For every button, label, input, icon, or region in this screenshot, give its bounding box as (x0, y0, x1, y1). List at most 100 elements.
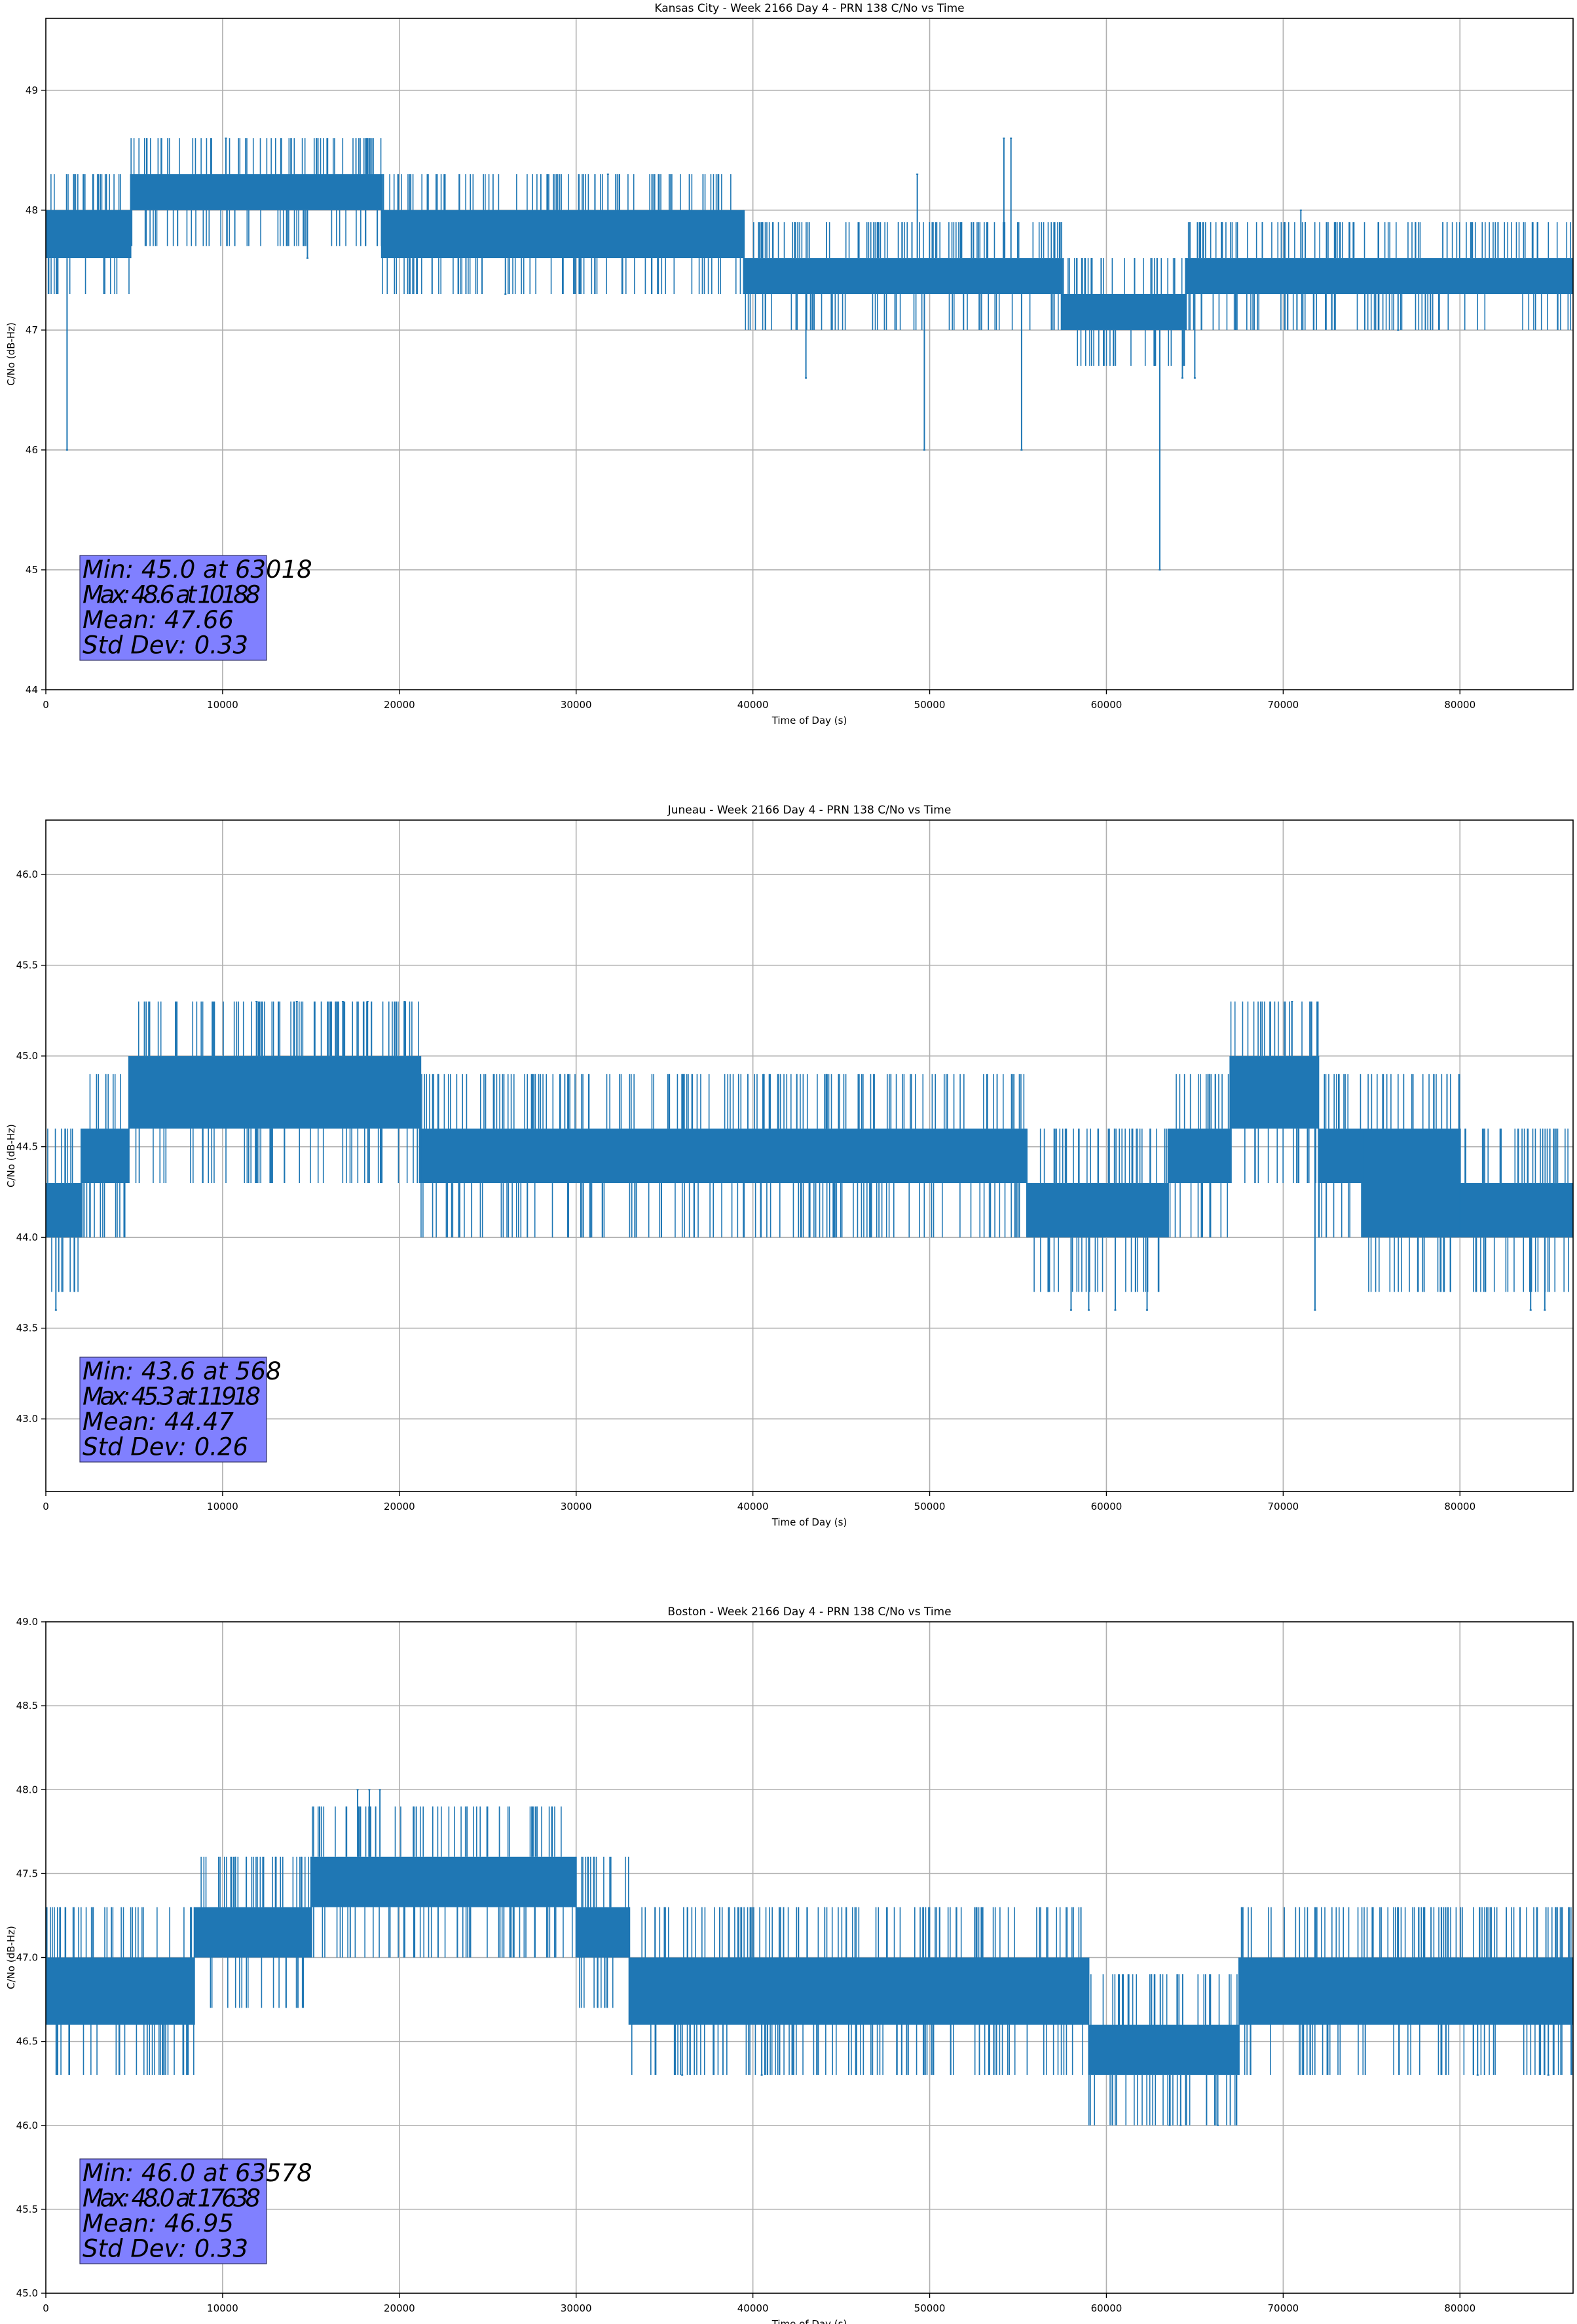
y-tick-label: 48.5 (16, 1700, 38, 1712)
data-band (1062, 293, 1186, 330)
chart-panel-1: 0 10000 20000 30000 40000 50000 60000 70000 8000… (5, 2, 1574, 726)
data-series (46, 1001, 1573, 1311)
chart-title: Kansas City - Week 2166 Day 4 - PRN 138 … (654, 2, 964, 15)
x-tick-label: 20000 (384, 1501, 415, 1512)
x-tick-label: 50000 (914, 2302, 946, 2314)
data-band (1185, 258, 1573, 294)
x-tick-label: 20000 (384, 2302, 415, 2314)
x-tick-label: 60000 (1091, 2302, 1122, 2314)
stats-box-background (79, 1357, 267, 1463)
data-band (1362, 1128, 1460, 1238)
x-axis-label: Time of Day (s) (771, 1516, 847, 1528)
y-tick-label: 43.0 (16, 1413, 38, 1425)
y-tick-label: 44.0 (16, 1231, 38, 1243)
y-tick-label: 48.0 (16, 1784, 38, 1795)
y-tick-label: 43.5 (16, 1322, 38, 1334)
data-band (629, 1957, 1089, 2025)
x-tick-label: 10000 (207, 1501, 238, 1512)
data-band (744, 258, 1062, 294)
data-band (1168, 1128, 1231, 1184)
data-band (81, 1128, 129, 1184)
x-tick-label: 0 (43, 1501, 49, 1512)
data-band (1230, 1056, 1319, 1129)
x-tick-label: 70000 (1267, 1501, 1299, 1512)
x-tick-label: 40000 (737, 699, 769, 711)
y-axis-label: C/No (dB-Hz) (5, 322, 17, 386)
data-band (1238, 1957, 1573, 2025)
data-band (1088, 2025, 1239, 2075)
x-tick-label: 50000 (914, 1501, 946, 1512)
chart-title: Juneau - Week 2166 Day 4 - PRN 138 C/No … (667, 804, 952, 817)
y-tick-label: 46.0 (16, 2120, 38, 2131)
data-band (381, 210, 745, 259)
stats-min: Min: 46.0 at 63578 (83, 2159, 312, 2187)
data-series (46, 138, 1573, 571)
stats-mean: Mean: 46.95 (83, 2209, 234, 2238)
chart-panel-2: 0 10000 20000 30000 40000 50000 60000 70000 8000… (5, 804, 1574, 1528)
data-band (46, 210, 131, 259)
y-tick-label: 45.5 (16, 960, 38, 971)
y-tick-label: 47 (26, 324, 38, 336)
y-tick-label: 45.0 (16, 1050, 38, 1062)
data-band (420, 1128, 1027, 1184)
data-band (1460, 1183, 1573, 1238)
x-tick-label: 70000 (1267, 2302, 1299, 2314)
chart-title: Boston - Week 2166 Day 4 - PRN 138 C/No … (667, 1605, 951, 1619)
chart-panel-3: 0 10000 20000 30000 40000 50000 60000 70000 8000… (5, 1605, 1574, 2324)
plot-area (46, 18, 1573, 690)
axes-frame (45, 819, 1574, 1492)
y-axis-label: C/No (dB-Hz) (5, 1926, 17, 1989)
x-tick-label: 80000 (1444, 2302, 1475, 2314)
data-band (576, 1907, 629, 1958)
x-tick-label: 80000 (1444, 1501, 1475, 1512)
data-band (1026, 1183, 1168, 1238)
stats-max: Max: 45.3 at 11918 (83, 1383, 261, 1411)
x-tick-label: 70000 (1267, 699, 1299, 711)
y-tick-label: 46 (26, 444, 38, 456)
data-band (1318, 1128, 1363, 1184)
data-band (194, 1907, 311, 1958)
y-tick-label: 44.5 (16, 1141, 38, 1153)
data-band (310, 1856, 576, 1907)
x-tick-label: 80000 (1444, 699, 1475, 711)
stats-std: Std Dev: 0.33 (83, 631, 248, 660)
stats-std: Std Dev: 0.33 (83, 2235, 248, 2263)
x-tick-label: 0 (43, 699, 49, 711)
data-band (46, 1957, 195, 2025)
x-tick-label: 30000 (561, 699, 592, 711)
x-tick-label: 30000 (561, 1501, 592, 1512)
data-series (46, 1789, 1573, 2126)
stats-box-background (79, 555, 267, 661)
x-tick-label: 0 (43, 2302, 49, 2314)
data-band (130, 174, 382, 210)
y-tick-label: 45.5 (16, 2203, 38, 2215)
y-tick-label: 49.0 (16, 1616, 38, 1628)
y-tick-label: 49 (26, 84, 38, 96)
y-tick-label: 47.0 (16, 1952, 38, 1964)
x-tick-label: 20000 (384, 699, 415, 711)
y-tick-label: 46.5 (16, 2036, 38, 2048)
x-tick-label: 30000 (561, 2302, 592, 2314)
x-tick-label: 10000 (207, 699, 238, 711)
data-band (46, 1183, 81, 1238)
y-tick-label: 46.0 (16, 869, 38, 880)
stats-std: Std Dev: 0.26 (83, 1433, 248, 1461)
x-axis-label: Time of Day (s) (771, 2318, 847, 2324)
y-tick-label: 48 (26, 204, 38, 216)
data-band (128, 1056, 421, 1129)
x-tick-label: 40000 (737, 1501, 769, 1512)
x-tick-label: 40000 (737, 2302, 769, 2314)
charts-container: 0 10000 20000 30000 40000 50000 60000 70000 8000… (5, 2, 1574, 2324)
stats-mean: Mean: 47.66 (83, 606, 234, 634)
y-tick-label: 45 (26, 564, 38, 576)
x-tick-label: 60000 (1091, 699, 1122, 711)
x-tick-label: 60000 (1091, 1501, 1122, 1512)
y-tick-label: 47.5 (16, 1867, 38, 1879)
y-axis-label: C/No (dB-Hz) (5, 1124, 17, 1188)
stats-max: Max: 48.0 at 17638 (83, 2184, 261, 2213)
stats-min: Min: 45.0 at 63018 (83, 555, 312, 584)
